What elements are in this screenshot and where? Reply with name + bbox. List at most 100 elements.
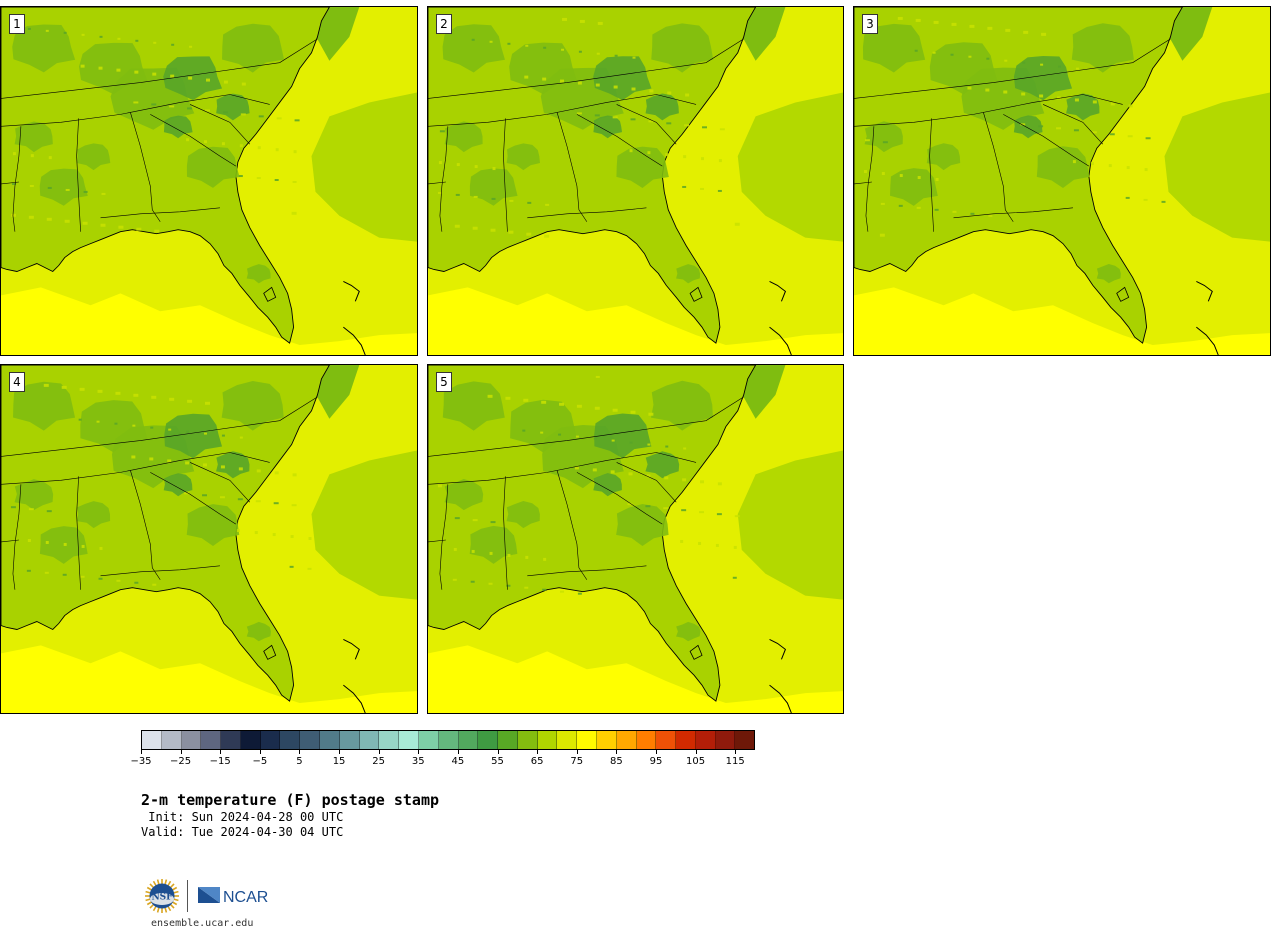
colorbar-tick xyxy=(616,750,618,754)
panel-number: 2 xyxy=(436,14,452,34)
colorbar-tick xyxy=(180,750,182,754)
warm-ocean-band xyxy=(428,287,843,355)
colorbar-swatch xyxy=(478,731,499,749)
colorbar-swatch xyxy=(735,731,755,749)
colorbar-swatch xyxy=(517,731,538,749)
colorbar-swatch xyxy=(577,731,597,749)
colorbar-swatch xyxy=(537,731,558,749)
colorbar-tick xyxy=(735,750,737,754)
colorbar-tick xyxy=(259,750,261,754)
colorbar-swatch xyxy=(596,731,617,749)
map-panel-1-map xyxy=(1,7,417,355)
lake-okeechobee xyxy=(263,644,277,660)
colorbar-tick xyxy=(695,750,697,754)
cool-ocean-region xyxy=(737,450,843,600)
colorbar-tick-label: 105 xyxy=(686,756,706,767)
temperature-contours xyxy=(437,375,740,642)
lake-okeechobee xyxy=(689,644,703,660)
cool-ocean-region xyxy=(311,92,417,242)
colorbar-swatch xyxy=(221,731,241,749)
valid-time: Valid: Tue 2024-04-30 04 UTC xyxy=(141,825,344,839)
colorbar-swatch xyxy=(458,731,479,749)
colorbar-tick xyxy=(378,750,380,754)
colorbar-swatch xyxy=(656,731,677,749)
colorbar-swatch xyxy=(300,731,321,749)
map-panel-1: 1 xyxy=(0,6,418,356)
colorbar-swatch xyxy=(359,731,380,749)
cool-ocean-region xyxy=(1164,92,1270,242)
map-panel-5: 5 xyxy=(427,364,844,714)
colorbar-swatch xyxy=(438,731,459,749)
colorbar-tick xyxy=(418,750,420,754)
bahamas-islands xyxy=(769,684,792,713)
bahamas-islands xyxy=(1196,326,1219,355)
figure-title: 2-m temperature (F) postage stamp xyxy=(141,791,440,809)
map-panel-5-map xyxy=(428,365,843,713)
init-time: Init: Sun 2024-04-28 00 UTC xyxy=(141,810,344,824)
map-panel-4-map xyxy=(1,365,417,713)
colorbar-tick-label: 65 xyxy=(530,756,544,767)
colorbar-swatch xyxy=(181,731,202,749)
map-panel-2-map xyxy=(428,7,843,355)
colorbar-tick xyxy=(537,750,539,754)
bahamas-islands xyxy=(769,326,792,355)
colorbar-ticks: −35 −25 −15 −5 5 15 25 35 45 55 65 75 85 95 105 115 xyxy=(130,750,755,772)
state-borders xyxy=(854,38,1171,232)
colorbar-swatch xyxy=(636,731,657,749)
nsf-logo-icon: NSF xyxy=(145,879,179,913)
cool-ocean-region xyxy=(311,450,417,600)
colorbar-swatch xyxy=(260,731,281,749)
svg-text:NSF: NSF xyxy=(151,893,173,903)
colorbar-tick-label: −25 xyxy=(170,756,192,767)
colorbar-tick xyxy=(655,750,657,754)
nsf-logo-rays xyxy=(145,879,179,913)
colorbar-tick-label: 55 xyxy=(491,756,504,767)
lake-okeechobee xyxy=(689,286,703,302)
panel-number: 5 xyxy=(436,372,452,392)
land-mass xyxy=(428,7,757,344)
land-mass xyxy=(1,365,330,702)
colorbar-swatch xyxy=(240,731,261,749)
colorbar-tick-label: 115 xyxy=(725,756,745,767)
state-borders xyxy=(428,396,744,590)
andros-island xyxy=(769,638,787,660)
colorbar-swatch xyxy=(399,731,419,749)
colorbar-swatch xyxy=(320,731,340,749)
map-panel-3-map xyxy=(854,7,1270,355)
lake-okeechobee xyxy=(263,286,277,302)
colorbar-tick-label: −5 xyxy=(252,756,268,767)
colorbar-swatch xyxy=(161,731,182,749)
logo-divider xyxy=(187,880,188,912)
temperature-colorbar xyxy=(141,730,755,750)
andros-island xyxy=(343,280,360,302)
colorbar-tick-label: 25 xyxy=(372,756,386,767)
colorbar-tick-label: 35 xyxy=(411,756,425,767)
andros-island xyxy=(1196,280,1213,302)
colorbar-swatch xyxy=(280,731,301,749)
colorbar-swatch xyxy=(695,731,716,749)
svg-text:NCAR: NCAR xyxy=(223,889,268,906)
colorbar-swatch xyxy=(418,731,439,749)
colorbar-tick xyxy=(220,750,222,754)
colorbar-tick-label: 45 xyxy=(451,756,465,767)
warm-ocean-band xyxy=(854,287,1270,355)
colorbar-tick-label: −35 xyxy=(130,756,152,767)
colorbar-tick xyxy=(576,750,578,754)
andros-island xyxy=(343,638,360,660)
colorbar-tick xyxy=(299,750,301,754)
temperature-contours xyxy=(10,23,300,284)
state-borders xyxy=(1,38,318,232)
colorbar-swatch xyxy=(557,731,578,749)
temperature-contours xyxy=(437,17,740,284)
state-borders xyxy=(1,396,318,590)
temperature-contours xyxy=(10,381,312,642)
andros-island xyxy=(769,280,787,302)
colorbar-tick-label: 85 xyxy=(609,756,623,767)
warm-ocean-band xyxy=(428,645,843,713)
colorbar-swatch xyxy=(339,731,360,749)
colorbar-tick xyxy=(141,750,142,754)
cool-ocean-region xyxy=(737,92,843,242)
colorbar-tick-label: −15 xyxy=(209,756,231,767)
ncar-logo-icon: NCAR xyxy=(198,887,268,906)
colorbar-swatch xyxy=(201,731,222,749)
